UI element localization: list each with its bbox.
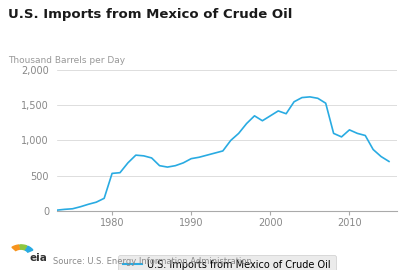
Legend: U.S. Imports from Mexico of Crude Oil: U.S. Imports from Mexico of Crude Oil	[118, 255, 336, 270]
Text: Source: U.S. Energy Information Administration: Source: U.S. Energy Information Administ…	[53, 257, 252, 266]
Text: eia: eia	[29, 253, 47, 263]
Text: U.S. Imports from Mexico of Crude Oil: U.S. Imports from Mexico of Crude Oil	[8, 8, 292, 21]
Text: Thousand Barrels per Day: Thousand Barrels per Day	[8, 56, 125, 65]
Wedge shape	[25, 246, 33, 252]
Wedge shape	[20, 245, 27, 250]
Wedge shape	[12, 245, 19, 251]
